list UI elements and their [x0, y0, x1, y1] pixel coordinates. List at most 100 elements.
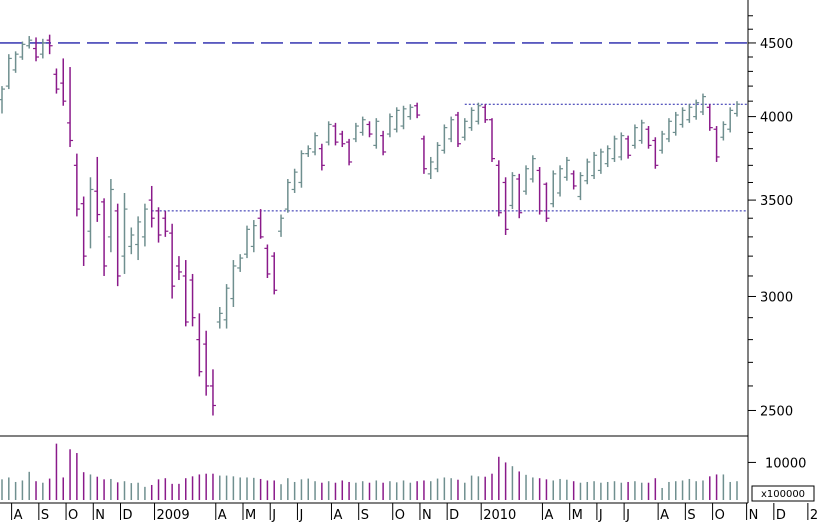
price-bar — [699, 93, 706, 116]
price-bar — [121, 192, 128, 274]
price-bar — [39, 38, 46, 59]
price-bar — [141, 203, 148, 247]
price-bar — [101, 198, 108, 276]
price-bar — [346, 138, 353, 166]
price-bar — [67, 67, 74, 148]
price-bar — [128, 227, 135, 255]
volume-bars — [1, 443, 738, 500]
price-bar — [175, 256, 182, 281]
price-bar — [427, 156, 434, 180]
price-bar — [53, 68, 60, 94]
price-bar — [284, 179, 291, 213]
time-axis-label: O — [715, 508, 725, 523]
time-axis-label: D — [123, 508, 133, 523]
price-bar — [720, 121, 727, 141]
time-axis-label: 2011 — [810, 508, 817, 523]
price-bar — [734, 101, 740, 117]
price-bar — [434, 142, 441, 173]
time-axis-label: O — [68, 508, 78, 523]
price-bar — [604, 145, 611, 168]
price-bar — [155, 207, 162, 243]
price-bar — [305, 145, 312, 157]
price-bar — [339, 130, 346, 148]
price-bar — [271, 252, 278, 295]
reference-lines — [0, 42, 748, 212]
price-bar — [393, 107, 400, 133]
price-bar — [182, 260, 189, 327]
price-bar — [543, 182, 550, 222]
price-bar — [291, 168, 298, 193]
price-bar — [407, 104, 414, 120]
price-bar — [196, 313, 203, 377]
price-bar — [652, 137, 659, 169]
price-bar — [60, 58, 67, 106]
price-tick-label: 3000 — [760, 290, 793, 305]
price-tick-label: 4000 — [760, 111, 793, 126]
time-axis-label: M — [572, 508, 583, 523]
time-axis-label: A — [14, 508, 23, 523]
price-bar — [638, 119, 645, 144]
time-axis-label: S — [41, 508, 49, 523]
time-axis-label: J — [298, 508, 303, 523]
price-bar — [148, 185, 155, 228]
price-bar — [26, 36, 33, 49]
price-bar — [563, 156, 570, 181]
price-bar — [570, 170, 577, 190]
price-bar — [244, 225, 250, 259]
price-bar — [645, 126, 652, 149]
price-bar — [577, 172, 584, 201]
price-bar — [278, 214, 285, 237]
price-bar — [332, 122, 339, 146]
price-bar — [33, 37, 40, 62]
time-axis-label: D — [776, 508, 786, 523]
price-bar — [625, 135, 632, 159]
price-bar — [373, 118, 380, 149]
price-bar — [441, 124, 448, 154]
price-panel — [0, 34, 748, 416]
price-bar — [502, 177, 509, 235]
time-axis-label: D — [449, 508, 459, 523]
price-bar — [523, 165, 530, 195]
price-bar — [495, 160, 502, 217]
price-bar — [380, 130, 387, 156]
price-bar — [162, 210, 169, 237]
price-bar — [298, 150, 305, 188]
price-bar — [386, 113, 393, 138]
price-bar — [359, 116, 366, 136]
time-axis-label: J — [598, 508, 603, 523]
price-bar — [318, 143, 325, 171]
price-bars — [0, 34, 740, 416]
price-bar — [189, 273, 196, 327]
price-bar — [80, 196, 87, 266]
time-axis-label: S — [361, 508, 369, 523]
price-bar — [203, 330, 210, 396]
price-bar — [665, 118, 672, 143]
price-bar — [468, 107, 475, 131]
price-bar — [94, 156, 101, 222]
price-bar — [414, 102, 421, 119]
time-axis-label: 2010 — [483, 508, 516, 523]
price-bar — [169, 223, 176, 299]
price-bar — [475, 102, 482, 125]
price-bar — [693, 99, 700, 120]
time-axis-label: S — [687, 508, 695, 523]
price-bar — [557, 165, 564, 197]
price-bar — [223, 284, 230, 329]
time-axis-label: N — [422, 508, 432, 523]
price-bar — [591, 151, 598, 180]
price-bar — [107, 179, 114, 253]
price-bar — [659, 130, 666, 154]
price-bar — [216, 306, 223, 329]
price-bar — [73, 153, 80, 217]
price-bar — [550, 170, 557, 208]
price-bar — [686, 104, 693, 123]
price-bar — [727, 107, 734, 133]
price-bar — [325, 121, 332, 146]
price-bar — [257, 209, 264, 239]
time-axis-label: N — [95, 508, 105, 523]
price-bar — [454, 111, 461, 148]
price-bar — [611, 135, 618, 162]
time-axis-label: 2009 — [157, 508, 190, 523]
price-bar — [114, 203, 121, 287]
